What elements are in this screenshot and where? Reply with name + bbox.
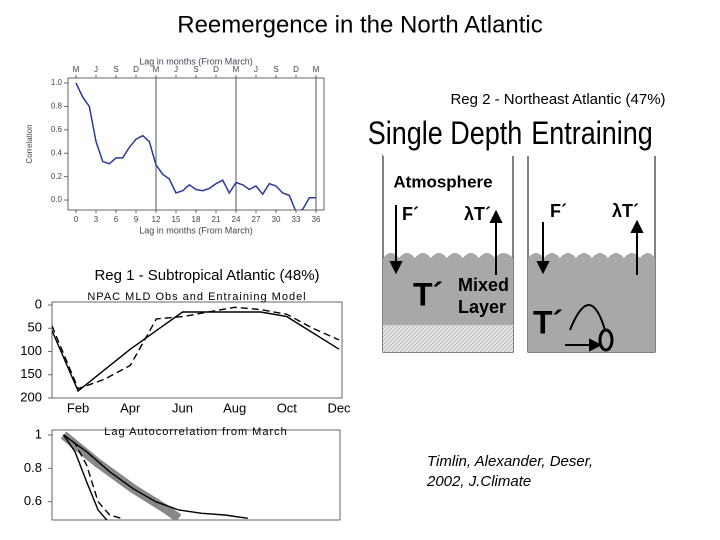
y-tick-label: 0.6 [24,493,42,508]
x-tick-label: Dec [327,400,351,415]
y-tick-label: 0.2 [51,172,63,181]
top-label: M [313,65,320,74]
label: λT´ [464,204,491,224]
diagram-title: Entraining [531,116,653,152]
x-tick-label: Oct [277,400,298,415]
ocean [528,253,655,352]
slide-title: Reemergence in the North Atlantic [177,11,543,38]
arrows [389,205,644,352]
y-tick-label: 100 [20,343,42,358]
x-tick-label: 27 [252,215,261,224]
top-label: M [233,65,240,74]
x-tick-label: 30 [272,215,281,224]
deep-ocean [383,325,513,352]
plot-frame [51,301,343,399]
top-label: S [113,65,118,74]
y-tick-label: 150 [20,366,42,381]
top-label: D [293,65,299,74]
x-tick-label: 12 [152,215,161,224]
top-label: J [174,65,178,74]
label: F´ [402,204,419,224]
label: Mixed [458,275,509,295]
series-line [75,82,316,210]
series-line [52,311,340,393]
x-tick-label: Feb [67,400,89,415]
x-tick-label: 15 [172,215,181,224]
x-axis-label: Lag in months (From March) [139,225,253,235]
header-bg [383,112,658,156]
region-label: Reg 1 - Subtropical Atlantic (48%) [94,267,319,284]
x-tick-label: 36 [312,215,321,224]
x-tick-label: Aug [223,400,246,415]
diagram: Single Depth Entraining Atmosphere F´ λT… [368,112,658,353]
chart-title: Lag in months (From March) [139,56,253,66]
x-tick-label: 9 [134,215,139,224]
y-tick-label: 200 [20,389,42,404]
y-tick-label: 50 [28,320,42,335]
y-tick-label: 0.8 [24,460,42,475]
x-tick-label: Apr [120,400,141,415]
chart-title: Lag Autocorrelation from March [104,426,287,438]
x-tick-label: 18 [192,215,201,224]
top-label: J [254,65,258,74]
y-tick-label: 0.6 [51,125,63,134]
y-tick-label: 0.4 [51,148,63,157]
region-label: Reg 2 - Northeast Atlantic (47%) [450,91,665,108]
x-tick-label: 33 [292,215,301,224]
y-tick-label: 1.0 [51,78,63,87]
series-line [63,434,248,519]
label: F´ [550,201,567,221]
label: T´ [413,276,443,312]
x-tick-label: Jun [172,400,193,415]
top-label: J [94,65,98,74]
label: λT´ [612,201,639,221]
x-tick-label: 24 [232,215,241,224]
y-tick-label: 1 [35,426,42,441]
x-tick-label: 6 [114,215,119,224]
top-label: M [73,65,80,74]
citation: Timlin, Alexander, Deser, [427,453,593,470]
series-line [62,434,108,520]
top-label: M [153,65,160,74]
top-label: D [133,65,139,74]
y-tick-label: 0.8 [51,102,63,111]
y-tick-label: 0.0 [51,195,63,204]
y-tick-label: 0 [35,296,42,311]
y-axis-label: Correlation [25,124,34,163]
chart-title: NPAC MLD Obs and Entraining Model [87,291,306,303]
diagram-title: Single Depth [368,116,523,152]
plot-frame [51,429,341,521]
top-label: D [213,65,219,74]
label: T´ [533,304,563,340]
label: Layer [458,297,506,317]
top-label: S [273,65,278,74]
ocean [383,253,513,325]
label: Atmosphere [393,172,492,191]
citation: 2002, J.Climate [426,473,531,490]
series-line [52,306,340,390]
x-tick-label: 21 [212,215,221,224]
x-tick-label: 3 [94,215,99,224]
x-tick-label: 0 [74,215,79,224]
top-label: S [193,65,198,74]
